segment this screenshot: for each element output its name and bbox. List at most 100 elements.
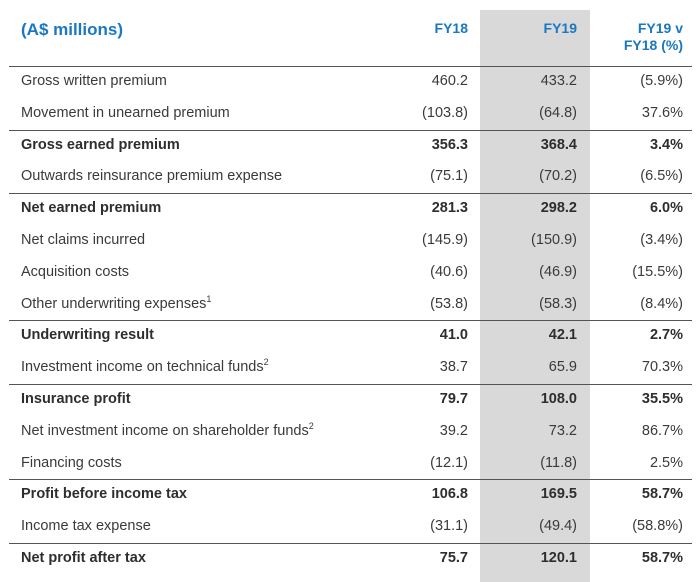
table-header: (A$ millions) FY18 FY19 FY19 v FY18 (%) xyxy=(0,10,700,66)
value-fy18: 460.2 xyxy=(431,73,468,89)
row-label-text: Financing costs xyxy=(21,454,122,471)
row-label: Acquisition costs xyxy=(21,257,129,289)
row-label: Income tax expense xyxy=(21,511,151,543)
row-label: Movement in unearned premium xyxy=(21,98,230,130)
value-change: (3.4%) xyxy=(640,231,683,248)
header-divider xyxy=(9,66,692,67)
table-row: Income tax expense (31.1) (49.4) (58.8%) xyxy=(0,511,700,543)
value-fy18: 106.8 xyxy=(431,486,468,503)
value-fy19: 433.2 xyxy=(540,73,577,89)
footnote-marker: 1 xyxy=(206,293,212,304)
value-change: (8.4%) xyxy=(640,295,683,312)
column-header-change: FY19 v FY18 (%) xyxy=(595,20,683,54)
table-row: Investment income on technical funds2 38.… xyxy=(0,352,700,384)
table-row: Underwriting result 41.0 42.1 2.7% xyxy=(0,320,700,352)
value-fy19: (64.8) xyxy=(539,104,577,121)
value-fy18: 356.3 xyxy=(431,136,468,153)
value-fy19: (70.2) xyxy=(539,168,577,185)
row-label: Investment income on technical funds2 xyxy=(21,352,269,384)
table-row: Profit before income tax 106.8 169.5 58.7% xyxy=(0,479,700,511)
value-fy18: (31.1) xyxy=(430,518,468,535)
value-change: (5.9%) xyxy=(640,73,683,89)
value-change: 86.7% xyxy=(641,422,683,439)
value-change: 35.5% xyxy=(641,390,683,407)
value-change: 70.3% xyxy=(641,359,683,376)
value-fy18: 41.0 xyxy=(439,327,468,344)
row-label: Gross written premium xyxy=(21,66,167,98)
value-change: 6.0% xyxy=(649,200,683,217)
table-row: Gross earned premium 356.3 368.4 3.4% xyxy=(0,129,700,162)
row-label-text: Gross earned premium xyxy=(21,136,180,153)
value-fy18: (40.6) xyxy=(430,263,468,280)
value-fy18: (12.1) xyxy=(430,454,468,471)
value-fy18: 281.3 xyxy=(431,200,468,217)
footnote-marker: 2 xyxy=(308,420,314,431)
value-fy18: (75.1) xyxy=(430,168,468,185)
value-fy19: 73.2 xyxy=(548,422,577,439)
value-fy19: (46.9) xyxy=(539,263,577,280)
value-fy18: (53.8) xyxy=(430,295,468,312)
value-fy19: 65.9 xyxy=(548,359,577,376)
row-label-text: Movement in unearned premium xyxy=(21,104,230,121)
table-row: Net investment income on shareholder fun… xyxy=(0,416,700,448)
row-label-text: Net investment income on shareholder fun… xyxy=(21,422,309,439)
table-row: Net profit after tax 75.7 120.1 58.7% xyxy=(0,542,700,575)
value-fy19: 169.5 xyxy=(540,486,577,503)
table-title: (A$ millions) xyxy=(21,20,124,39)
fy19-column-highlight xyxy=(480,10,590,582)
row-label: Outwards reinsurance premium expense xyxy=(21,161,282,193)
table-row: Movement in unearned premium (103.8) (64.8… xyxy=(0,98,700,130)
row-label-text: Net earned premium xyxy=(21,200,162,217)
value-fy19: (150.9) xyxy=(531,231,577,248)
footnote-marker: 2 xyxy=(263,357,269,368)
value-fy18: 79.7 xyxy=(439,390,468,407)
value-fy18: 39.2 xyxy=(439,422,468,439)
row-label: Underwriting result xyxy=(21,320,154,352)
table-row: Financing costs (12.1) (11.8) 2.5% xyxy=(0,448,700,480)
value-fy19: 298.2 xyxy=(540,200,577,217)
row-label: Net investment income on shareholder fun… xyxy=(21,416,314,448)
row-label: Insurance profit xyxy=(21,384,131,416)
table-row: Acquisition costs (40.6) (46.9) (15.5%) xyxy=(0,257,700,289)
row-label-text: Net profit after tax xyxy=(21,549,146,566)
row-label: Net claims incurred xyxy=(21,225,145,257)
value-fy19: 120.1 xyxy=(540,549,577,566)
row-label: Financing costs xyxy=(21,448,122,480)
row-label-text: Insurance profit xyxy=(21,390,131,407)
column-header-change-line2: FY18 (%) xyxy=(623,37,683,53)
row-label-text: Income tax expense xyxy=(21,518,151,535)
row-label: Net profit after tax xyxy=(21,543,146,575)
table-row: Outwards reinsurance premium expense (75.… xyxy=(0,161,700,193)
row-label: Profit before income tax xyxy=(21,479,187,511)
value-change: 58.7% xyxy=(641,486,683,503)
value-fy18: (103.8) xyxy=(422,104,468,121)
value-change: 37.6% xyxy=(641,104,683,121)
value-fy19: (58.3) xyxy=(539,295,577,312)
row-label: Net earned premium xyxy=(21,193,161,225)
table-row: Gross written premium 460.2 433.2 (5.9%) xyxy=(0,66,700,98)
row-label: Gross earned premium xyxy=(21,130,180,162)
value-change: (58.8%) xyxy=(632,518,683,535)
value-fy19: (11.8) xyxy=(540,454,577,471)
value-fy19: 108.0 xyxy=(540,390,577,407)
financial-table-body: Gross written premium 460.2 433.2 (5.9%) Mov… xyxy=(0,66,700,575)
value-change: 2.5% xyxy=(649,454,683,471)
table-row: Net earned premium 281.3 298.2 6.0% xyxy=(0,193,700,225)
table-row: Net claims incurred (145.9) (150.9) (3.4%) xyxy=(0,225,700,257)
value-fy19: 42.1 xyxy=(548,327,577,344)
table-row: Insurance profit 79.7 108.0 35.5% xyxy=(0,383,700,416)
row-label-text: Profit before income tax xyxy=(21,486,187,503)
value-fy18: 38.7 xyxy=(439,359,468,376)
value-change: 2.7% xyxy=(649,327,683,344)
row-label-text: Other underwriting expenses xyxy=(21,295,207,312)
row-label-text: Underwriting result xyxy=(21,327,154,344)
value-fy19: 368.4 xyxy=(540,136,577,153)
value-change: 58.7% xyxy=(641,549,683,566)
value-fy18: 75.7 xyxy=(439,549,468,566)
value-change: (15.5%) xyxy=(632,263,683,280)
row-label-text: Gross written premium xyxy=(21,73,167,89)
row-label-text: Acquisition costs xyxy=(21,263,129,280)
value-change: (6.5%) xyxy=(640,168,683,185)
column-header-fy18: FY18 xyxy=(434,20,468,36)
column-header-fy19: FY19 xyxy=(543,20,577,36)
